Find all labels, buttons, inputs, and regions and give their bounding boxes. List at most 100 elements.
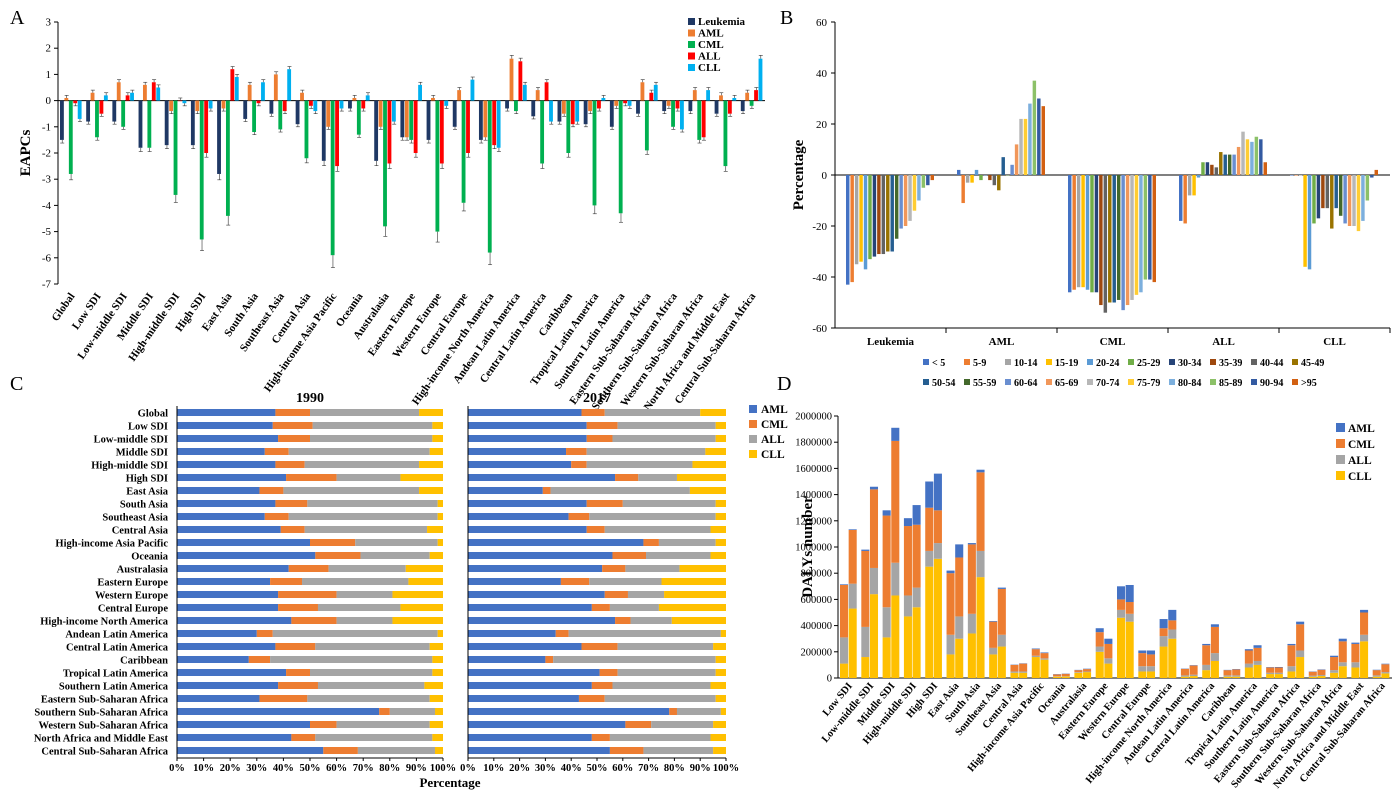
legend-swatch (1128, 379, 1134, 385)
bar (644, 100, 649, 151)
bar (1023, 118, 1028, 175)
bar (544, 82, 549, 101)
bar (1143, 175, 1148, 280)
bar (326, 100, 331, 127)
bar (99, 100, 104, 114)
bar (287, 69, 292, 101)
bar (190, 100, 195, 146)
bar (391, 100, 396, 122)
stacked-bar-segment (468, 539, 644, 546)
bar (1112, 175, 1116, 303)
bar (877, 175, 881, 255)
stacked-bar-segment (1210, 653, 1219, 661)
bar (701, 100, 706, 138)
legend-swatch (1169, 379, 1175, 385)
bar (1321, 175, 1325, 209)
stacked-bar-segment (1274, 667, 1283, 673)
legend-swatch (1087, 379, 1093, 385)
stacked-bar-segment (1253, 645, 1262, 648)
bar (575, 100, 580, 122)
stacked-bar-segment (248, 656, 271, 663)
stacked-bar-segment (1223, 676, 1232, 678)
x-tick-label: 50% (300, 763, 321, 774)
y-tick-label: 800000 (801, 569, 833, 580)
x-tick-label: 90% (690, 763, 711, 774)
stacked-bar-segment (989, 621, 998, 648)
bar (147, 100, 152, 148)
stacked-bar-segment (315, 552, 361, 559)
stacked-bar-segment (1168, 638, 1177, 678)
stacked-bar-segment (468, 708, 670, 715)
stacked-bar-segment (280, 526, 305, 533)
bar (64, 97, 69, 101)
stacked-bar-segment (1330, 657, 1339, 671)
bar (549, 100, 553, 122)
stacked-bar-segment (542, 487, 551, 494)
stacked-bar-segment (586, 435, 613, 442)
y-tick-label: 40 (816, 68, 828, 80)
stacked-bar-segment (1210, 624, 1219, 627)
bar (917, 175, 921, 201)
stacked-bar-segment (967, 633, 976, 678)
bar (662, 100, 667, 112)
bar (688, 100, 693, 112)
row-label: Central Sub-Saharan Africa (41, 747, 168, 758)
bar (1072, 175, 1076, 290)
stacked-bar-segment (612, 435, 716, 442)
stacked-bar-segment (615, 617, 631, 624)
stacked-bar-segment (955, 544, 964, 558)
stacked-bar-segment (715, 695, 726, 702)
stacked-bar-segment (1189, 676, 1198, 678)
stacked-bar-segment (468, 747, 610, 754)
stacked-bar-segment (1287, 671, 1296, 678)
stacked-bar-segment (1266, 672, 1275, 675)
stacked-bar-segment (177, 500, 276, 507)
stacked-bar-segment (643, 539, 659, 546)
bar (1370, 175, 1374, 178)
legend-swatch (1005, 379, 1011, 385)
bar (243, 100, 248, 119)
bar (1307, 175, 1312, 270)
stacked-bar-segment (437, 500, 443, 507)
stacked-bar-segment (286, 474, 337, 481)
row-label: North Africa and Middle East (34, 734, 169, 745)
bar (439, 100, 444, 164)
legend-label: 55-59 (973, 378, 996, 389)
stacked-bar-segment (275, 461, 305, 468)
x-tick-label: 20% (220, 763, 241, 774)
bar (261, 82, 265, 101)
bar (719, 95, 723, 101)
stacked-bar-segment (177, 409, 276, 416)
stacked-bar-segment (312, 422, 433, 429)
stacked-bar-segment (710, 682, 726, 689)
bar (169, 100, 174, 112)
bar (899, 175, 903, 229)
stacked-bar-segment (848, 529, 857, 530)
bar (73, 100, 78, 104)
stacked-bar-segment (1253, 664, 1262, 678)
x-tick-label: 60% (326, 763, 347, 774)
bar (1076, 175, 1081, 288)
stacked-bar-segment (1287, 666, 1296, 672)
row-label: Western Europe (95, 591, 168, 602)
y-tick-label: 1400000 (795, 490, 832, 501)
bar (1196, 175, 1201, 178)
stacked-bar-segment (627, 591, 665, 598)
stacked-bar-segment (946, 570, 955, 574)
stacked-bar-segment (177, 721, 310, 728)
bar (164, 100, 169, 146)
y-tick-label: -20 (812, 221, 827, 233)
stacked-bar-segment (336, 591, 393, 598)
legend-swatch (1210, 359, 1216, 365)
bar (588, 100, 592, 112)
bar (173, 100, 178, 195)
bar (1005, 175, 1010, 176)
stacked-bar-segment (177, 695, 260, 702)
legend-label: 85-89 (1219, 378, 1242, 389)
bar (116, 82, 121, 101)
stacked-bar-segment (612, 552, 647, 559)
legend-label: 15-19 (1055, 358, 1078, 369)
stacked-bar-segment (840, 584, 849, 638)
bar (457, 90, 462, 101)
bar (692, 90, 697, 101)
